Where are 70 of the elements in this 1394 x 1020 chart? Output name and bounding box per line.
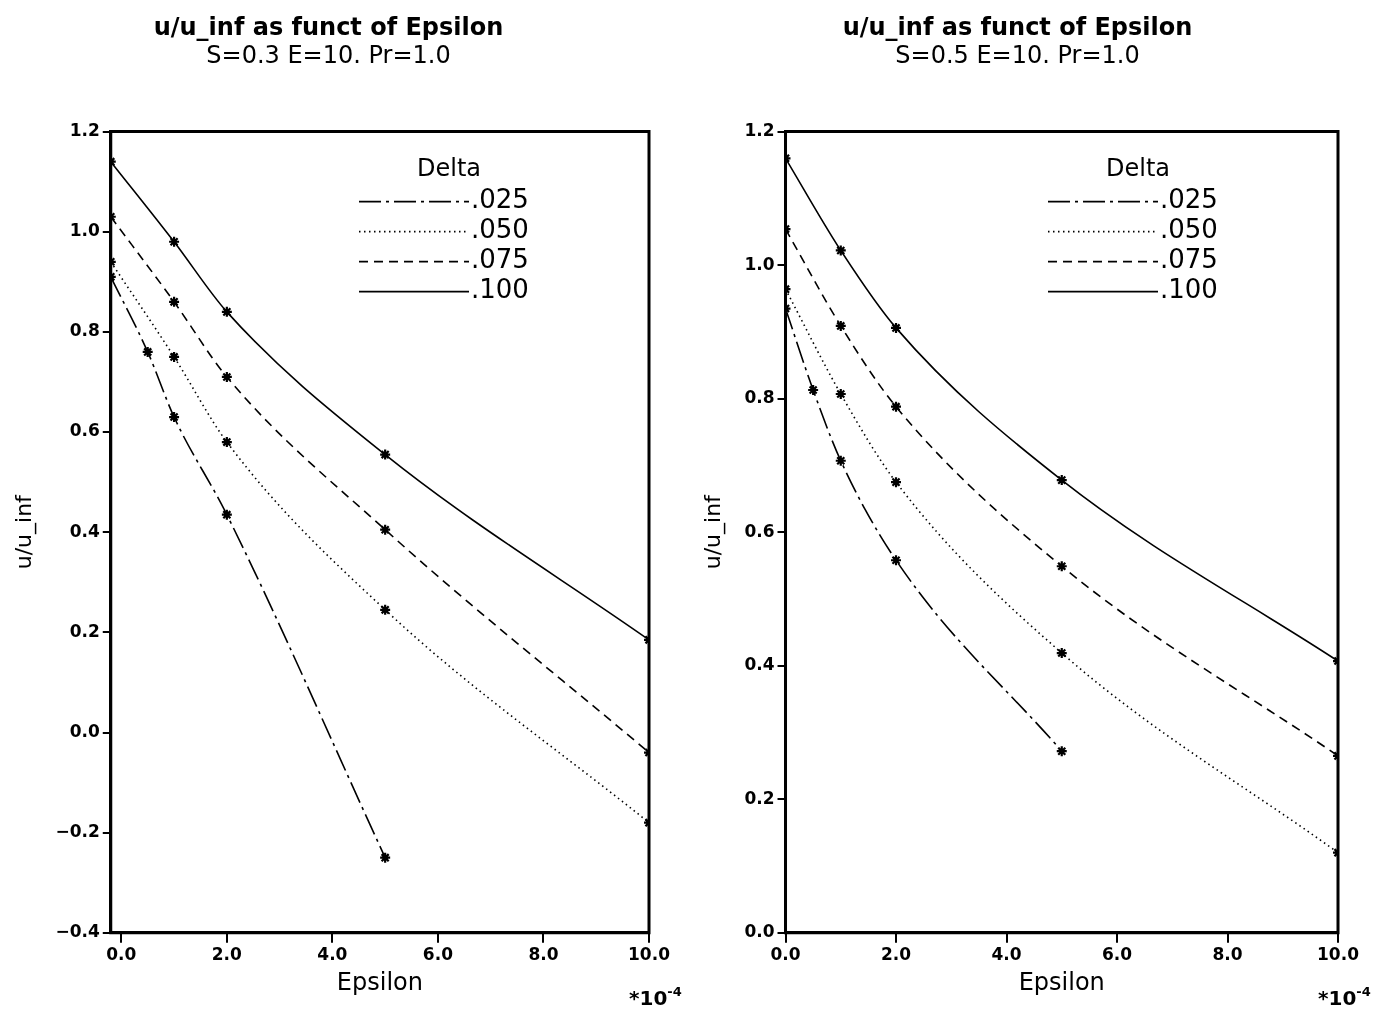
point — [889, 476, 903, 489]
y-tick-label: 1.2 — [744, 120, 775, 141]
x-tick-label: 8.0 — [528, 944, 559, 965]
y-tick-label: 1.0 — [744, 253, 775, 274]
y-tick-label: 0.8 — [69, 320, 100, 341]
chart-subtitle: S=0.5 E=10. Pr=1.0 — [895, 41, 1140, 70]
x-tick-label: 0.0 — [770, 944, 801, 965]
point — [379, 603, 392, 616]
legend-label: .075 — [471, 244, 529, 275]
point — [889, 554, 903, 567]
legend-title: Delta — [416, 153, 482, 182]
point — [834, 387, 847, 401]
point — [834, 244, 847, 257]
point — [807, 383, 820, 397]
chart-title: u/u_inf as funct of Epsilon — [153, 12, 504, 41]
y-tick-label: −0.4 — [55, 921, 100, 942]
y-tick-label: −0.2 — [55, 821, 100, 842]
point — [167, 235, 181, 248]
x-tick-label: 6.0 — [422, 944, 454, 965]
x-tick-label: 10.0 — [1317, 944, 1360, 965]
chart-title: u/u_inf as funct of Epsilon — [842, 12, 1193, 41]
y-tick-label: 0.6 — [744, 520, 775, 541]
x-tick-label: 0.0 — [106, 944, 137, 965]
y-tick-label: 0.0 — [744, 921, 775, 942]
point — [379, 851, 392, 864]
y-tick-label: 0.2 — [69, 620, 100, 641]
y-tick-label: 1.2 — [69, 120, 100, 141]
y-tick-label: 0.4 — [69, 520, 100, 541]
x-tick-label: 4.0 — [317, 944, 348, 965]
legend-label: .100 — [471, 274, 529, 305]
point — [167, 350, 181, 364]
point — [379, 448, 392, 461]
point — [1055, 560, 1068, 573]
legend-label: .050 — [1160, 214, 1218, 245]
y-tick-label: 1.0 — [69, 220, 100, 241]
legend-label: .050 — [471, 214, 529, 245]
y-axis-title: u/u_inf — [699, 493, 726, 570]
point — [220, 508, 233, 521]
legend-label: .075 — [1160, 244, 1218, 275]
y-axis-title: u/u_inf — [10, 493, 37, 570]
point — [220, 435, 233, 449]
point — [889, 400, 903, 413]
y-tick-label: 0.4 — [744, 654, 775, 675]
x-tick-label: 10.0 — [628, 944, 671, 965]
legend-label: .100 — [1160, 274, 1218, 305]
point — [834, 454, 847, 467]
x-tick-label: 2.0 — [211, 944, 243, 965]
y-tick-label: 0.8 — [744, 387, 775, 408]
x-tick-label: 6.0 — [1101, 944, 1133, 965]
point — [141, 345, 154, 359]
x-axis-title: Epsilon — [1018, 967, 1105, 996]
point — [167, 295, 181, 308]
x-tick-label: 2.0 — [880, 944, 912, 965]
y-tick-label: 0.6 — [69, 420, 100, 441]
chart-subtitle: S=0.3 E=10. Pr=1.0 — [206, 41, 451, 70]
legend-title: Delta — [1105, 153, 1171, 182]
point — [379, 523, 392, 536]
y-tick-label: 0.2 — [744, 787, 775, 808]
x-axis-title: Epsilon — [336, 967, 423, 996]
y-tick-label: 0.0 — [69, 720, 100, 741]
x-tick-label: 4.0 — [991, 944, 1022, 965]
legend-label: .025 — [1160, 184, 1218, 215]
legend-label: .025 — [471, 184, 529, 215]
point — [167, 410, 181, 424]
point — [220, 305, 233, 318]
point — [220, 370, 233, 384]
point — [1055, 646, 1068, 660]
point — [889, 321, 903, 334]
x-tick-label: 8.0 — [1212, 944, 1243, 965]
point — [1055, 745, 1068, 758]
